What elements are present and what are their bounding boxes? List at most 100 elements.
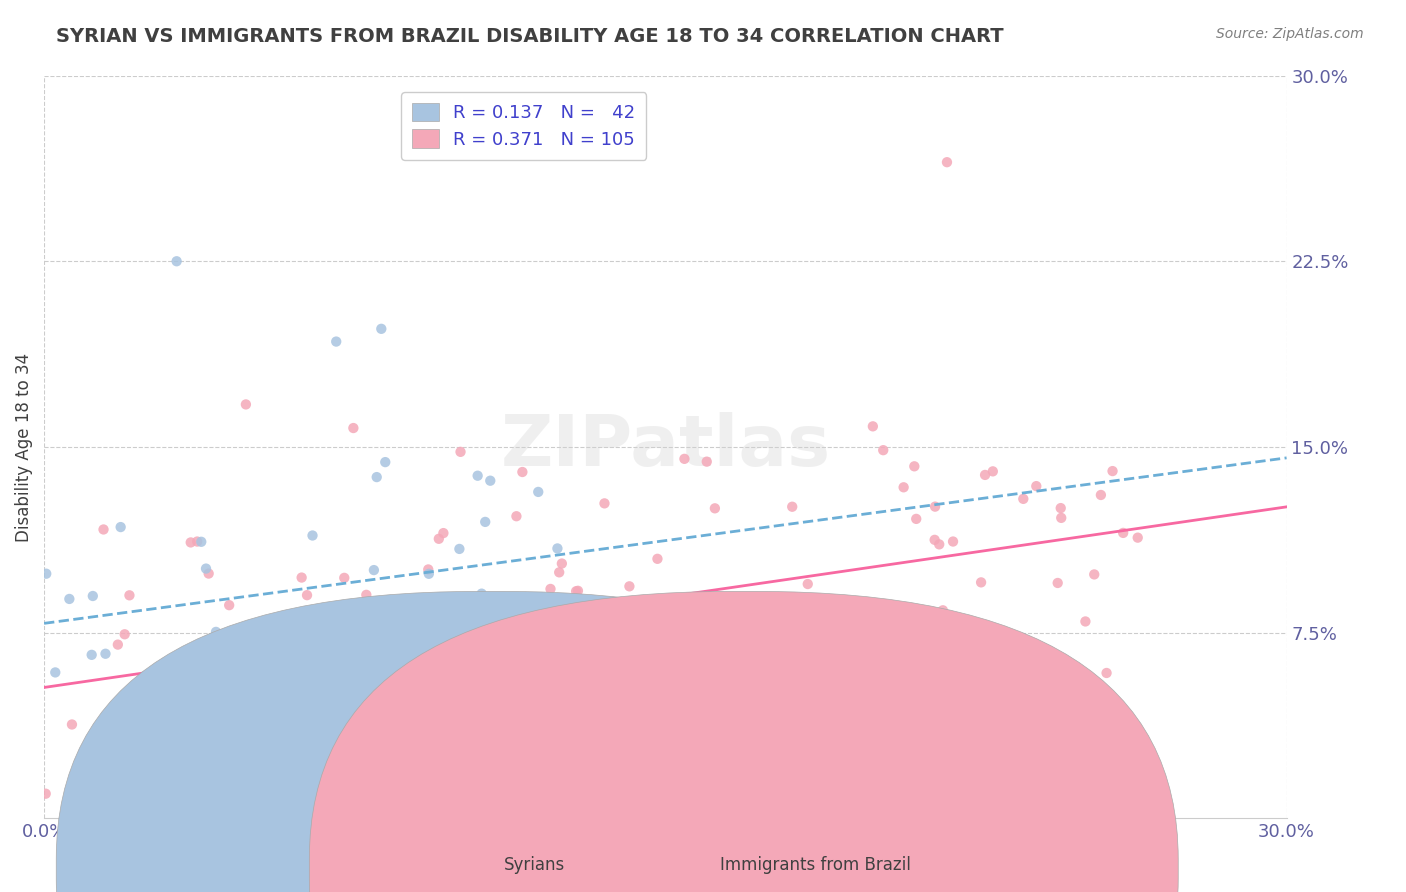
Point: [924, 533, 946, 547]
Point: [942, 534, 965, 549]
Point: [441, 719, 464, 733]
Point: [82, 589, 104, 603]
Point: [619, 758, 641, 772]
Point: [1090, 488, 1112, 502]
Text: SYRIAN VS IMMIGRANTS FROM BRAZIL DISABILITY AGE 18 TO 34 CORRELATION CHART: SYRIAN VS IMMIGRANTS FROM BRAZIL DISABIL…: [56, 27, 1004, 45]
Point: [471, 587, 494, 601]
Point: [1095, 665, 1118, 680]
Point: [981, 464, 1004, 478]
Point: [309, 616, 332, 631]
Point: [271, 630, 294, 644]
Point: [835, 615, 858, 630]
Point: [592, 711, 614, 725]
Point: [368, 717, 391, 731]
Point: [235, 397, 257, 411]
Point: [703, 501, 725, 516]
Point: [538, 657, 561, 671]
Point: [382, 602, 405, 616]
Point: [862, 419, 884, 434]
Point: [872, 443, 894, 458]
Point: [267, 660, 290, 674]
Point: [617, 640, 640, 654]
Point: [366, 470, 388, 484]
Point: [447, 709, 470, 723]
Point: [768, 667, 790, 681]
Point: [1112, 525, 1135, 540]
Point: [396, 632, 419, 646]
Point: [328, 765, 350, 780]
Point: [139, 722, 162, 736]
Point: [893, 480, 915, 494]
Point: [1012, 491, 1035, 506]
Point: [443, 640, 465, 655]
Point: [58, 591, 80, 606]
Point: [218, 598, 240, 612]
Point: [647, 551, 669, 566]
Point: [333, 571, 356, 585]
Point: [35, 566, 58, 581]
Point: [496, 731, 519, 745]
Point: [291, 570, 314, 584]
Point: [1025, 479, 1047, 493]
Point: [576, 595, 599, 609]
Point: [974, 467, 997, 482]
Point: [793, 610, 815, 624]
Point: [565, 584, 588, 599]
Point: [555, 664, 578, 678]
Point: [1101, 464, 1123, 478]
Point: [936, 155, 959, 169]
Point: [357, 654, 380, 668]
Point: [35, 787, 58, 801]
Point: [1046, 576, 1069, 591]
Point: [314, 756, 336, 771]
Point: [378, 740, 401, 755]
Point: [928, 537, 950, 551]
Point: [467, 468, 489, 483]
Point: [924, 500, 946, 514]
Point: [94, 647, 117, 661]
Point: [619, 579, 641, 593]
Point: [422, 648, 444, 663]
Point: [181, 744, 204, 758]
Point: [342, 655, 364, 669]
Point: [356, 588, 378, 602]
Point: [547, 626, 569, 640]
Point: [180, 535, 202, 549]
Point: [1074, 615, 1097, 629]
Point: [325, 334, 347, 349]
Point: [522, 618, 544, 632]
Point: [780, 500, 803, 514]
Point: [900, 712, 922, 726]
Point: [114, 627, 136, 641]
Point: [797, 577, 820, 591]
Point: [827, 632, 849, 646]
Point: [905, 512, 928, 526]
Point: [436, 668, 458, 682]
Point: [636, 659, 658, 673]
Point: [496, 749, 519, 764]
Point: [80, 648, 103, 662]
Point: [617, 661, 640, 675]
Point: [118, 588, 141, 602]
Point: [510, 693, 533, 707]
Point: [197, 566, 219, 581]
Point: [110, 787, 132, 801]
Y-axis label: Disability Age 18 to 34: Disability Age 18 to 34: [15, 352, 32, 541]
Point: [186, 534, 208, 549]
Point: [842, 787, 865, 801]
Point: [395, 681, 418, 695]
Point: [233, 621, 256, 635]
Point: [363, 563, 385, 577]
Point: [205, 624, 228, 639]
Point: [837, 629, 859, 643]
Point: [262, 696, 284, 710]
Point: [166, 254, 188, 268]
Point: [495, 730, 517, 744]
Point: [449, 541, 471, 556]
Point: [474, 515, 496, 529]
Point: [301, 528, 323, 542]
Point: [787, 641, 810, 656]
Text: Syrians: Syrians: [503, 856, 565, 874]
Point: [432, 526, 454, 541]
Point: [582, 621, 605, 635]
